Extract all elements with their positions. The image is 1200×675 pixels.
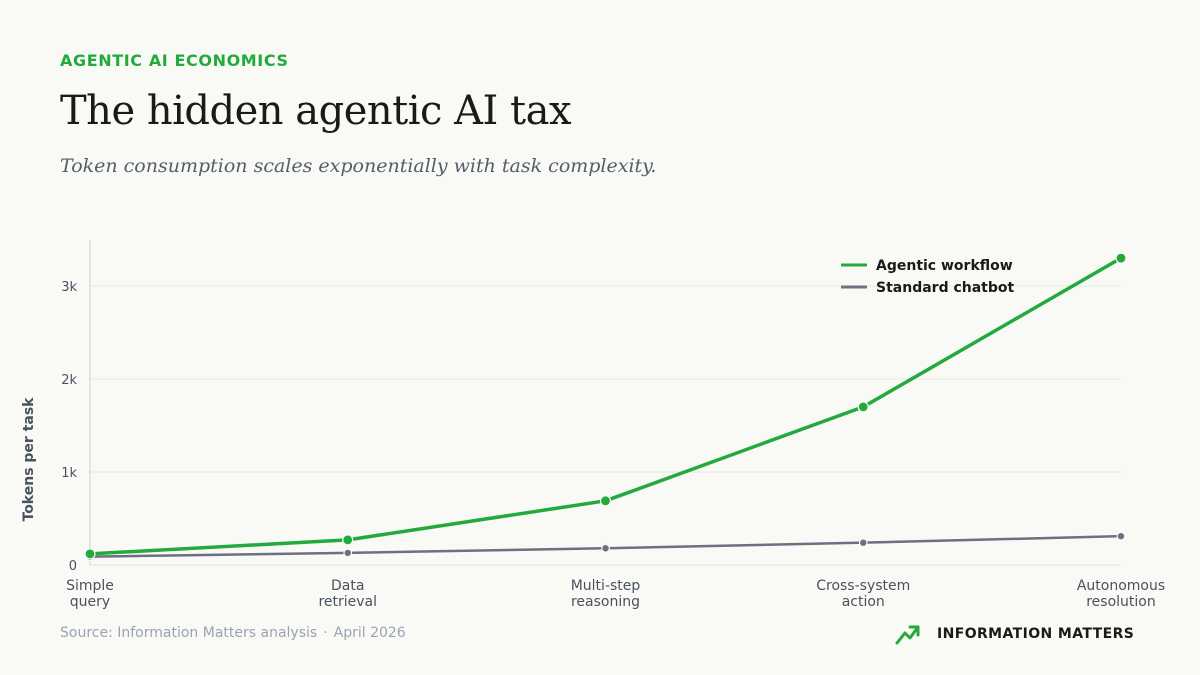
source-text: Source: Information Matters analysis [60, 625, 318, 641]
y-tick-label: 3k [61, 280, 77, 295]
source-separator: · [323, 625, 328, 641]
chart-title: The hidden agentic AI tax [60, 88, 572, 134]
data-point-chatbot [601, 543, 610, 553]
x-tick-label: Cross-system [816, 578, 910, 594]
data-point-chatbot [1116, 531, 1126, 541]
x-tick-label: Data [331, 578, 364, 594]
source-note: Source: Information Matters analysis · Apr… [60, 625, 406, 641]
x-tick-label: Simple [66, 578, 114, 594]
y-axis-label: Tokens per task [21, 397, 37, 522]
series-line-agentic [88, 256, 1123, 556]
y-tick-label: 1k [61, 466, 77, 481]
x-tick-label: Autonomous [1077, 578, 1165, 594]
data-point-chatbot [858, 538, 868, 548]
x-tick-label: action [842, 594, 885, 610]
y-tick-label: 2k [61, 373, 77, 388]
data-point-chatbot [343, 548, 353, 558]
x-tick-label: retrieval [318, 594, 377, 610]
data-point-agentic [599, 495, 612, 507]
brand-name: INFORMATION MATTERS [937, 626, 1135, 642]
legend-label: Agentic workflow [876, 258, 1013, 274]
data-point-agentic [84, 548, 96, 560]
eyebrow-label: AGENTIC AI ECONOMICS [60, 51, 289, 70]
x-tick-label: query [70, 594, 110, 610]
data-point-agentic [342, 534, 354, 546]
x-tick-label: resolution [1086, 594, 1156, 610]
data-point-agentic [1115, 252, 1127, 264]
legend-label: Standard chatbot [876, 280, 1015, 296]
x-tick-label: Multi-step [571, 578, 641, 594]
trend-up-arrow-icon [895, 625, 920, 645]
source-date: April 2026 [333, 625, 406, 641]
y-tick-label: 0 [69, 559, 77, 574]
data-point-agentic [857, 401, 869, 413]
x-tick-label: reasoning [571, 594, 640, 610]
chart-subtitle: Token consumption scales exponentially w… [60, 155, 657, 177]
brand-logo: INFORMATION MATTERS [895, 622, 1134, 646]
